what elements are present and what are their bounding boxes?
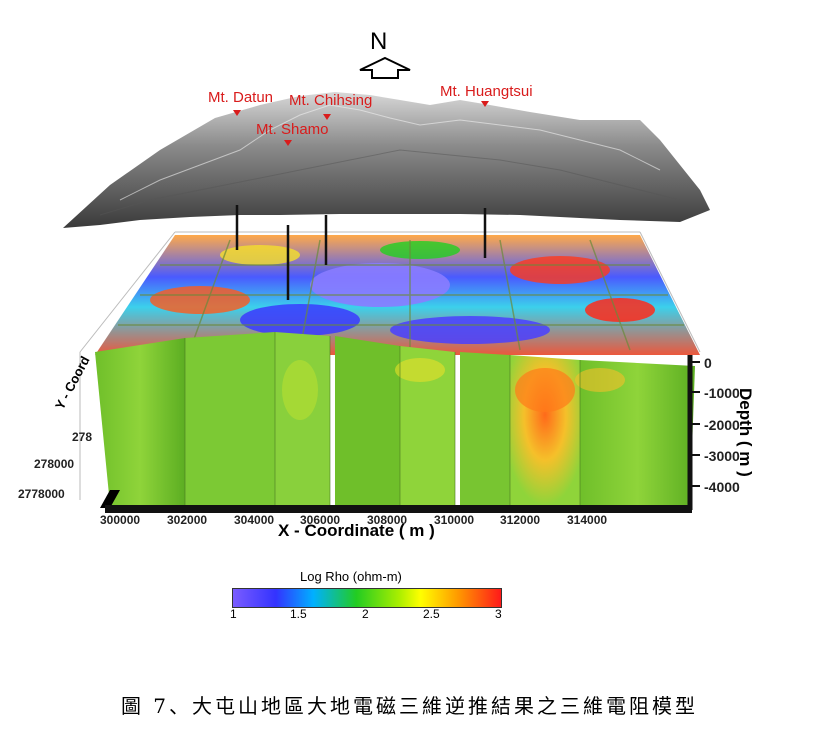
colorbar-tick: 2	[362, 607, 369, 621]
north-arrow	[359, 56, 411, 79]
colorbar-tick: 1.5	[290, 607, 307, 621]
depth-tick: 0	[704, 355, 712, 371]
peak-label-huangtsui: Mt. Huangtsui	[440, 83, 533, 100]
depth-tick: -4000	[704, 479, 740, 495]
resistivity-3d-figure	[63, 56, 710, 513]
terrain-surface	[63, 92, 710, 228]
x-tick: 300000	[100, 513, 141, 527]
colorbar-title: Log Rho (ohm-m)	[300, 569, 402, 584]
peak-label-datun: Mt. Datun	[208, 89, 274, 106]
y-tick: 278	[72, 430, 93, 444]
x-tick: 308000	[367, 513, 408, 527]
x-axis-title: X - Coordinate ( m )	[278, 521, 435, 540]
depth-tick: -3000	[704, 448, 740, 464]
borehole-lines	[235, 205, 487, 300]
north-label: N	[370, 28, 388, 55]
x-tick: 314000	[567, 513, 608, 527]
x-tick: 306000	[300, 513, 341, 527]
y-tick: 278000	[34, 457, 75, 471]
peak-markers	[233, 101, 489, 146]
interior-slices	[95, 235, 700, 355]
colorbar	[232, 588, 502, 608]
x-tick: 304000	[234, 513, 275, 527]
peak-label-chihsing: Mt. Chihsing	[289, 92, 373, 109]
colorbar-tick: 2.5	[423, 607, 440, 621]
x-tick: 312000	[500, 513, 541, 527]
bounding-box	[79, 231, 701, 500]
peak-label-shamo: Mt. Shamo	[256, 121, 329, 138]
axis-bars	[100, 355, 700, 513]
figure-graphic	[63, 56, 710, 513]
depth-tick: -2000	[704, 417, 740, 433]
y-tick: 2778000	[18, 487, 65, 501]
x-tick: 302000	[167, 513, 208, 527]
front-panels	[95, 332, 695, 505]
colorbar-tick: 1	[230, 607, 237, 621]
depth-axis-title: Depth ( m )	[736, 388, 755, 477]
depth-tick: -1000	[704, 385, 740, 401]
figure-caption: 圖 7、大屯山地區大地電磁三維逆推結果之三維電阻模型	[120, 694, 699, 718]
colorbar-tick: 3	[495, 607, 502, 621]
x-tick: 310000	[434, 513, 475, 527]
